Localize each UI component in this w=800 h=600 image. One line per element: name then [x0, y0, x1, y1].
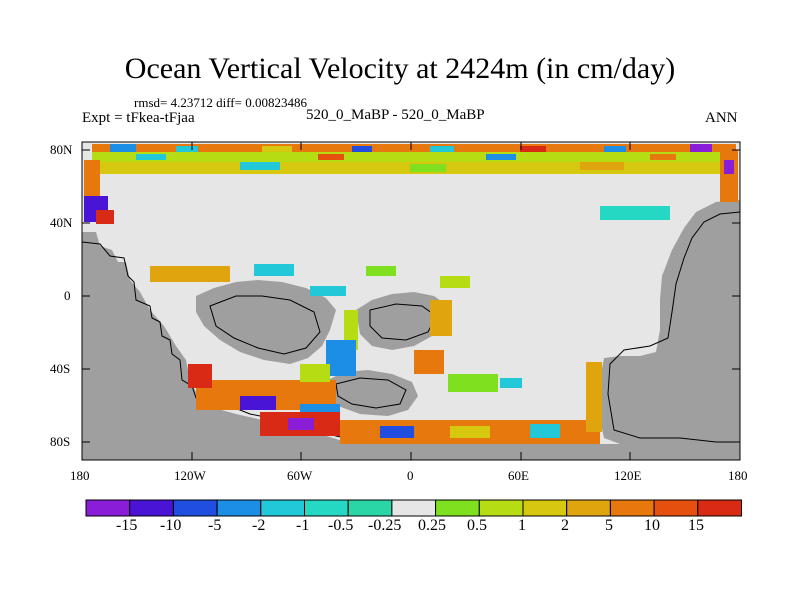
colorbar-label: -10: [160, 517, 182, 534]
land-central-west: [196, 280, 336, 364]
land-east: [598, 200, 740, 450]
colorbar-box-15: [697, 499, 742, 517]
season-label: ANN: [705, 110, 738, 126]
colorbar-label: -15: [116, 517, 138, 534]
lat-label-80n: 80N: [50, 142, 73, 157]
colorbar-label: 0.5: [467, 517, 487, 534]
colorbar-box-4: [216, 499, 262, 517]
colorbar-box-5: [260, 499, 305, 517]
map-title: Ocean Vertical Velocity at 2424m (in cm/…: [124, 52, 676, 85]
lon-label-120e: 120E: [614, 468, 642, 483]
colorbar-box-3: [172, 499, 218, 517]
colorbar-box-9: [435, 499, 480, 517]
colorbar-label: 2: [561, 517, 569, 534]
lat-tick-marks: [82, 149, 740, 443]
land-west: [82, 232, 360, 452]
colorbar-box-2: [129, 499, 174, 517]
lon-label-60e: 60E: [508, 468, 529, 483]
experiment-label: Expt = tFkea-tFjaa: [82, 110, 195, 126]
lon-tick-marks: [81, 142, 741, 460]
colorbar-label: 10: [644, 517, 660, 534]
lat-label-40n: 40N: [50, 215, 73, 230]
lon-label-180w: 180: [70, 468, 90, 483]
colorbar-box-10: [478, 499, 524, 517]
colorbar-label: 15: [688, 517, 704, 534]
colorbar-box-14: [653, 499, 699, 517]
lon-label-0: 0: [407, 468, 414, 483]
stats-text: rmsd= 4.23712 diff= 0.00823486: [134, 95, 307, 110]
colorbar-box-12: [566, 499, 611, 517]
lon-label-180e: 180: [728, 468, 748, 483]
colorbar-label: 0.25: [418, 517, 446, 534]
lat-label-80s: 80S: [50, 434, 71, 449]
colorbar: [85, 499, 742, 517]
colorbar-box-8: [391, 499, 437, 517]
colorbar-box-11: [522, 499, 568, 517]
colorbar-label: 1: [518, 517, 526, 534]
colorbar-label: -0.25: [368, 517, 402, 534]
lon-label-60w: 60W: [287, 468, 313, 483]
colorbar-label: -2: [252, 517, 266, 534]
lon-label-120w: 120W: [174, 468, 206, 483]
colorbar-label: -1: [296, 517, 310, 534]
colorbar-label: -5: [208, 517, 222, 534]
lat-label-0: 0: [64, 288, 71, 303]
velocity-bands: [84, 144, 738, 444]
colorbar-box-13: [609, 499, 655, 517]
colorbar-label: -0.5: [328, 517, 354, 534]
lat-label-40s: 40S: [50, 361, 71, 376]
colorbar-box-7: [347, 499, 393, 517]
colorbar-box-1: [85, 499, 131, 517]
land-masses: [82, 200, 740, 460]
colorbar-box-6: [304, 499, 349, 517]
colorbar-label: 5: [605, 517, 613, 534]
center-label: 520_0_MaBP - 520_0_MaBP: [306, 107, 485, 123]
